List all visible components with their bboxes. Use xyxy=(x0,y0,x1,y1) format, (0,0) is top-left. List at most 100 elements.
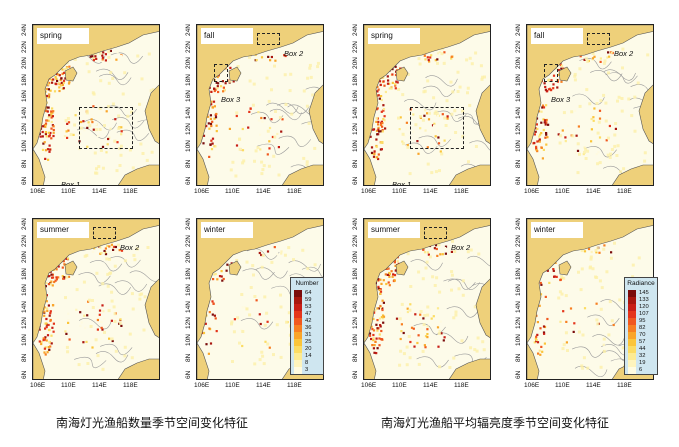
boat-density-pixel xyxy=(45,322,48,325)
boat-density-pixel xyxy=(40,342,43,346)
boat-density-pixel xyxy=(277,146,280,149)
boat-density-pixel xyxy=(426,336,429,339)
boat-density-pixel xyxy=(260,116,263,120)
boat-density-pixel xyxy=(135,247,139,251)
land-mass xyxy=(475,84,490,145)
boat-density-pixel xyxy=(48,114,51,117)
boat-density-pixel xyxy=(375,129,379,132)
boat-density-pixel xyxy=(422,248,425,251)
latitude-tick-label: 14N xyxy=(352,300,359,313)
boat-density-pixel xyxy=(481,340,485,344)
legend-value: 32 xyxy=(639,353,646,359)
boat-density-pixel xyxy=(373,150,376,153)
region-box-label: Box 3 xyxy=(221,95,241,104)
boat-density-pixel xyxy=(47,83,50,86)
boat-density-pixel xyxy=(117,114,121,118)
boat-density-pixel xyxy=(214,116,218,119)
boat-density-pixel xyxy=(268,147,271,150)
boat-density-pixel xyxy=(552,269,555,272)
bathymetry-contour xyxy=(587,314,620,326)
boat-density-pixel xyxy=(266,342,270,346)
boat-density-pixel xyxy=(306,76,310,80)
boat-density-pixel xyxy=(603,59,607,63)
boat-density-pixel xyxy=(67,129,70,132)
boat-density-pixel xyxy=(372,333,375,337)
boat-density-pixel xyxy=(270,50,273,53)
boat-density-pixel xyxy=(439,150,442,153)
boat-density-pixel xyxy=(210,90,213,93)
boat-density-pixel xyxy=(66,117,70,120)
land-mass xyxy=(558,66,572,82)
boat-density-pixel xyxy=(87,298,91,302)
boat-density-pixel xyxy=(430,317,433,320)
boat-density-pixel xyxy=(118,164,122,167)
boat-density-pixel xyxy=(106,284,110,288)
boat-density-pixel xyxy=(541,104,545,107)
boat-density-pixel xyxy=(536,150,539,153)
boat-density-pixel xyxy=(420,58,423,61)
boat-density-pixel xyxy=(61,83,64,87)
boat-density-pixel xyxy=(275,323,279,327)
boat-density-pixel xyxy=(44,327,47,330)
boat-density-pixel xyxy=(114,326,117,330)
boat-density-pixel xyxy=(111,339,114,343)
boat-density-pixel xyxy=(51,284,54,287)
boat-density-pixel xyxy=(433,121,436,124)
boat-density-pixel xyxy=(51,273,54,276)
boat-density-pixel xyxy=(577,270,580,274)
latitude-tick-label: 16N xyxy=(352,284,359,296)
boat-density-pixel xyxy=(373,351,376,354)
boat-density-pixel xyxy=(269,50,272,53)
latitude-tick-label: 20N xyxy=(352,251,359,263)
boat-density-pixel xyxy=(536,140,539,143)
boat-density-pixel xyxy=(284,103,288,106)
boat-density-pixel xyxy=(65,332,68,335)
boat-density-pixel xyxy=(140,77,144,81)
boat-density-pixel xyxy=(580,364,584,368)
boat-density-pixel xyxy=(418,115,422,118)
boat-density-pixel xyxy=(381,129,384,132)
boat-density-pixel xyxy=(130,110,134,114)
land-mass xyxy=(228,66,242,82)
boat-density-pixel xyxy=(101,304,104,307)
bathymetry-contour xyxy=(114,280,148,292)
boat-density-pixel xyxy=(450,273,454,277)
boat-density-pixel xyxy=(382,321,385,324)
boat-density-pixel xyxy=(91,299,94,302)
boat-density-pixel xyxy=(99,79,103,83)
boat-density-pixel xyxy=(114,118,117,121)
boat-density-pixel xyxy=(101,367,105,371)
boat-density-pixel xyxy=(473,348,477,352)
boat-density-pixel xyxy=(421,349,425,353)
boat-density-pixel xyxy=(46,351,49,354)
boat-density-pixel xyxy=(45,281,48,285)
boat-density-pixel xyxy=(235,111,239,115)
boat-density-pixel xyxy=(379,292,382,295)
boat-density-pixel xyxy=(86,362,90,365)
boat-density-pixel xyxy=(538,140,541,143)
boat-density-pixel xyxy=(594,249,598,252)
longitude-tick-label: 106E xyxy=(361,188,377,195)
boat-density-pixel xyxy=(384,127,387,130)
boat-density-pixel xyxy=(578,152,581,156)
boat-density-pixel xyxy=(535,335,538,338)
boat-density-pixel xyxy=(544,136,547,139)
boat-density-pixel xyxy=(229,66,232,69)
boat-density-pixel xyxy=(232,330,236,334)
boat-density-pixel xyxy=(46,119,49,122)
boat-density-pixel xyxy=(412,130,415,133)
latitude-tick-label: 24N xyxy=(21,218,28,230)
boat-density-pixel xyxy=(598,109,602,112)
boat-density-pixel xyxy=(241,127,244,131)
boat-density-pixel xyxy=(579,55,582,58)
boat-density-pixel xyxy=(474,145,478,148)
boat-density-pixel xyxy=(438,56,442,59)
boat-density-pixel xyxy=(132,253,136,257)
boat-density-pixel xyxy=(117,247,120,250)
boat-density-pixel xyxy=(64,68,67,71)
boat-density-pixel xyxy=(140,292,144,296)
boat-density-pixel xyxy=(213,87,216,90)
boat-density-pixel xyxy=(398,363,402,367)
boat-density-pixel xyxy=(428,255,432,259)
region-box xyxy=(424,227,447,239)
